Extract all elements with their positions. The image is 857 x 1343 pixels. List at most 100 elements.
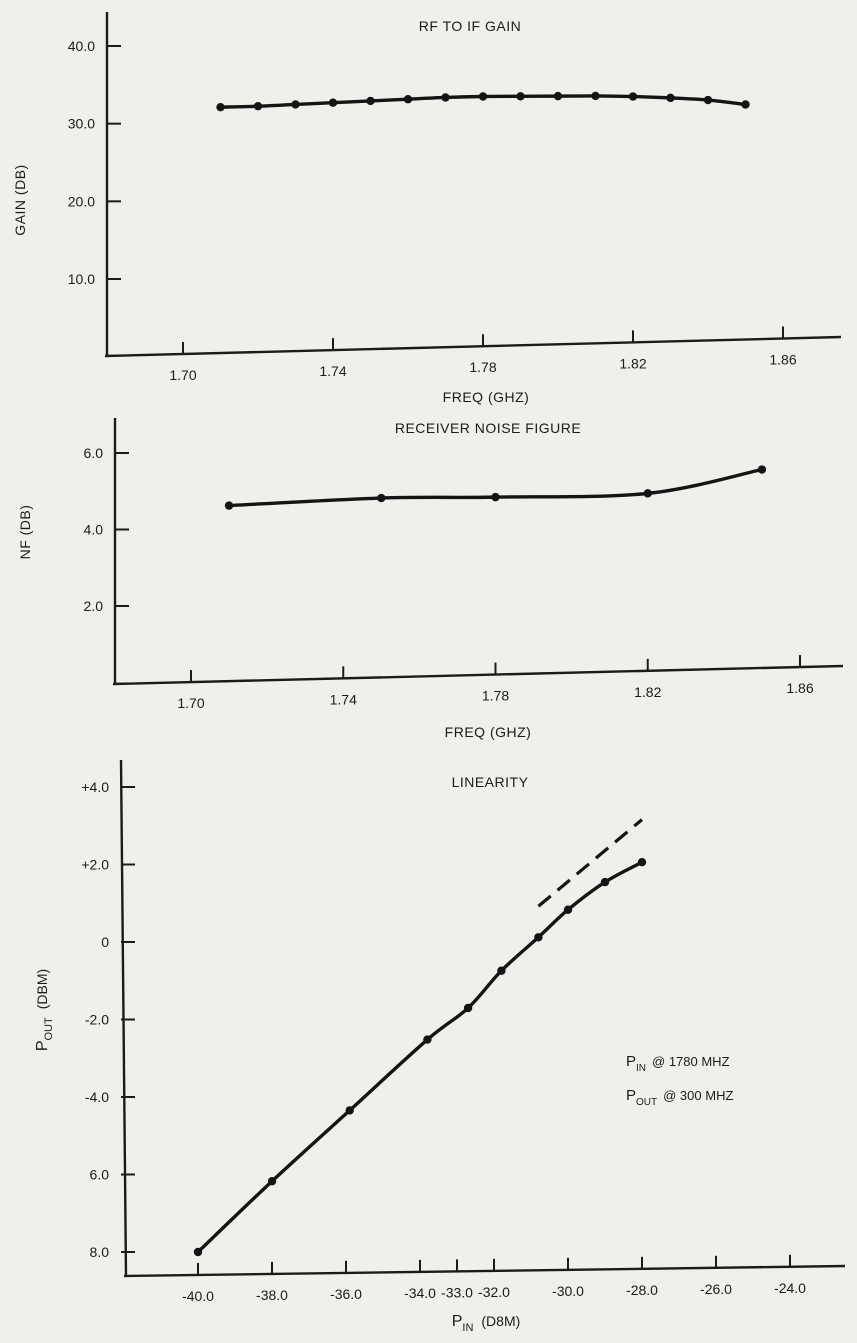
annotation-rest: @ 1780 MHZ — [652, 1054, 730, 1069]
y-label-unit: (DBM) — [34, 969, 50, 1009]
data-point — [534, 933, 543, 942]
y-axis — [119, 759, 128, 1277]
x-tick-label: 1.86 — [786, 680, 813, 696]
x-axis — [123, 1264, 846, 1278]
data-point — [345, 1106, 354, 1115]
series-group — [216, 91, 750, 112]
data-point — [703, 95, 713, 105]
x-tick-label: -26.0 — [700, 1281, 732, 1297]
x-tick-label: -40.0 — [182, 1288, 214, 1304]
x-tick-label: -33.0 — [441, 1284, 473, 1300]
data-point — [600, 877, 610, 887]
series-group — [193, 818, 647, 1257]
data-point — [328, 98, 338, 107]
y-tick-label: +4.0 — [81, 779, 109, 795]
x-tick-label: 1.70 — [177, 695, 204, 711]
chart-title: RECEIVER NOISE FIGURE — [395, 420, 581, 436]
x-tick-label: 1.78 — [469, 359, 496, 375]
x-tick-label: -24.0 — [774, 1280, 806, 1296]
x-tick-label: -32.0 — [478, 1284, 510, 1300]
x-tick-label: 1.82 — [619, 355, 646, 371]
annotation-rest: @ 300 MHZ — [663, 1088, 733, 1103]
y-tick-label: 6.0 — [90, 1167, 110, 1183]
annotation-sub: IN — [636, 1063, 646, 1074]
gain-chart: RF TO IF GAIN GAIN (DB) FREQ (GHZ) 10.0 2… — [12, 12, 842, 405]
data-point — [553, 91, 563, 101]
data-point — [291, 100, 300, 109]
annotation-p: P — [626, 1053, 636, 1070]
noise-figure-chart: RECEIVER NOISE FIGURE NF (DB) FREQ (GHZ)… — [17, 418, 844, 740]
annotation-line-2: POUT @ 300 MHZ — [626, 1087, 733, 1108]
x-tick-label: -30.0 — [552, 1283, 584, 1299]
y-axis-label: POUT (DBM) — [34, 969, 55, 1051]
data-point — [267, 1177, 277, 1186]
x-label-unit: (D8M) — [481, 1313, 520, 1329]
data-point — [441, 93, 450, 102]
data-point — [591, 91, 600, 101]
tick-group: 8.0 6.0 -4.0 -2.0 0 +2.0 +4.0 -40.0 -38.0 -36.0 -3… — [81, 779, 806, 1304]
series-line — [196, 860, 644, 1254]
y-tick-label: 0 — [101, 934, 109, 950]
x-axis-label: FREQ (GHZ) — [443, 389, 530, 405]
tick-group: 2.0 4.0 6.0 1.70 1.74 1.78 1.82 1.86 — [84, 445, 814, 711]
data-point — [403, 95, 413, 104]
chart-title: LINEARITY — [452, 774, 529, 790]
data-point — [216, 102, 225, 112]
data-point — [666, 93, 675, 103]
data-point — [637, 858, 647, 867]
y-tick-label: 20.0 — [68, 193, 95, 209]
chart-title: RF TO IF GAIN — [419, 18, 521, 34]
annotation-line-1: PIN @ 1780 MHZ — [626, 1053, 730, 1074]
y-label-main: P — [34, 1041, 51, 1052]
data-point — [224, 501, 234, 510]
y-tick-label: 40.0 — [68, 38, 95, 54]
data-point — [628, 92, 638, 101]
y-tick-label: 8.0 — [90, 1244, 110, 1260]
y-tick-label: 4.0 — [84, 522, 104, 538]
data-point — [253, 101, 263, 111]
data-point — [366, 96, 375, 106]
x-tick-label: 1.74 — [319, 363, 346, 379]
x-tick-label: -36.0 — [330, 1286, 362, 1302]
y-tick-label: 2.0 — [84, 598, 104, 614]
data-point — [497, 966, 506, 975]
y-axis-label: GAIN (DB) — [12, 164, 28, 235]
x-tick-label: 1.82 — [634, 684, 661, 700]
y-tick-label: 6.0 — [84, 445, 104, 461]
x-tick-label: -28.0 — [626, 1282, 658, 1298]
x-tick-label: 1.78 — [482, 688, 509, 704]
annotation-sub: OUT — [636, 1097, 657, 1108]
data-point — [741, 100, 750, 109]
data-point — [491, 492, 500, 502]
data-point — [377, 493, 386, 503]
x-axis-label: PIN (D8M) — [452, 1313, 521, 1334]
x-label-sub: IN — [462, 1322, 473, 1334]
y-tick-label: -4.0 — [85, 1089, 109, 1105]
annotation-p: P — [626, 1087, 636, 1104]
data-point — [478, 92, 488, 101]
y-tick-label: 10.0 — [68, 271, 95, 287]
linearity-chart: LINEARITY POUT(DBM) PIN (D8M) PIN @ 1780 M… — [34, 759, 846, 1334]
y-tick-label: 30.0 — [68, 116, 95, 132]
x-label-main: P — [452, 1313, 463, 1330]
y-tick-label: +2.0 — [81, 857, 109, 873]
data-point — [643, 489, 652, 498]
x-tick-label: -38.0 — [256, 1287, 288, 1303]
data-point — [463, 1003, 473, 1013]
y-tick-label: -2.0 — [85, 1012, 109, 1028]
x-tick-label: -34.0 — [404, 1285, 436, 1301]
x-tick-label: 1.86 — [769, 351, 796, 367]
x-tick-label: 1.74 — [330, 691, 357, 707]
x-axis — [112, 664, 844, 686]
y-label-sub: OUT — [43, 1017, 55, 1041]
data-point — [757, 465, 767, 474]
data-point — [193, 1247, 203, 1257]
x-axis — [104, 335, 842, 358]
series-line-dashed — [537, 818, 644, 908]
data-point — [423, 1035, 432, 1044]
series-group — [224, 465, 767, 510]
x-axis-label: FREQ (GHZ) — [445, 724, 532, 740]
x-tick-label: 1.70 — [169, 367, 196, 383]
data-point — [516, 92, 525, 101]
